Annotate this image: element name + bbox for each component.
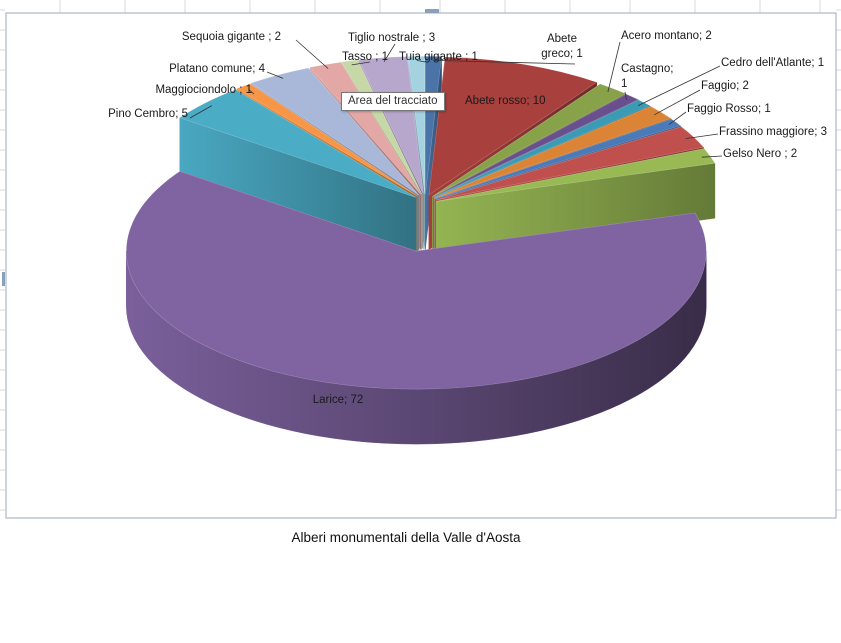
pie-slice-platano-comune[interactable] (250, 67, 420, 196)
data-label-faggio: Faggio; 2 (701, 80, 749, 92)
pie-slice-tiglio-nostrale[interactable] (358, 56, 424, 195)
data-label-line: Platano comune; 4 (169, 63, 266, 75)
data-labels: Abete greco; 1 Abete rosso; 10 Acero montan… (108, 30, 827, 406)
data-label-line: Tuia gigante ; 1 (399, 51, 478, 63)
leader-line (624, 91, 627, 100)
chart-area-border (5, 12, 837, 519)
data-label-tuia-gigante: Tuia gigante ; 1 (399, 51, 478, 63)
data-label-tiglio-nostrale: Tiglio nostrale ; 3 (348, 32, 435, 44)
data-label-sequoia-gigante: Sequoia gigante ; 2 (182, 31, 281, 43)
pie-slice-abete-greco[interactable] (425, 55, 442, 195)
spreadsheet-grid (0, 0, 841, 511)
leader-line (433, 60, 576, 65)
data-label-cedro-dell-atlante: Cedro dell'Atlante; 1 (721, 57, 824, 69)
leader-line (654, 89, 701, 116)
data-label-line: Abete (547, 33, 577, 45)
data-label-platano-comune: Platano comune; 4 (169, 63, 266, 75)
pie-tops (126, 55, 716, 390)
leader-line (383, 43, 396, 63)
resize-handle-left[interactable] (2, 272, 5, 286)
pie-slice-sequoia-gigante[interactable] (309, 61, 422, 196)
data-label-line: greco; 1 (541, 48, 583, 60)
data-label-faggio-rosso: Faggio Rosso; 1 (687, 103, 771, 115)
data-label-line: Tiglio nostrale ; 3 (348, 32, 435, 44)
resize-handle-top[interactable] (425, 9, 439, 13)
leader-line (637, 65, 721, 106)
data-label-line: Abete rosso; 10 (465, 95, 546, 107)
leader-line (266, 71, 284, 79)
pie-slice-frassino-maggiore[interactable] (435, 126, 705, 201)
data-label-line: 1 (621, 78, 627, 90)
data-label-line: Gelso Nero ; 2 (723, 148, 797, 160)
data-label-abete-greco: Abete greco; 1 (541, 33, 583, 60)
pie-slice-larice[interactable] (126, 170, 707, 390)
pie-slice-tuia-gigante[interactable] (408, 55, 425, 195)
data-label-line: Frassino maggiore; 3 (719, 126, 827, 138)
data-label-line: Cedro dell'Atlante; 1 (721, 57, 824, 69)
label-leaders (189, 39, 723, 158)
leader-line (416, 60, 426, 63)
data-label-line: Acero montano; 2 (621, 30, 712, 42)
data-label-frassino-maggiore: Frassino maggiore; 3 (719, 126, 827, 138)
pie-slice-gelso-nero[interactable] (436, 148, 716, 202)
pie-slice-faggio-rosso[interactable] (434, 118, 682, 200)
data-label-gelso-nero: Gelso Nero ; 2 (723, 148, 797, 160)
data-label-acero-montano: Acero montano; 2 (621, 30, 712, 42)
leader-line (351, 61, 371, 66)
pie-slice-abete-rosso[interactable] (428, 56, 598, 196)
leader-line (248, 89, 255, 95)
chart-tooltip: Area del tracciato (341, 92, 445, 111)
leader-line (295, 39, 329, 69)
pie-slice-maggiociondolo[interactable] (236, 83, 418, 197)
data-label-line: Tasso ; 1 (342, 51, 388, 63)
data-label-larice: Larice; 72 (313, 394, 364, 406)
pie-slice-castagno[interactable] (433, 93, 639, 198)
data-label-tasso: Tasso ; 1 (342, 51, 388, 63)
chart-title: Alberi monumentali della Valle d'Aosta (292, 530, 521, 545)
side-shade (436, 163, 715, 257)
data-label-line: Pino Cembro; 5 (108, 108, 188, 120)
pie-slice-pino-cembro[interactable] (179, 89, 417, 198)
leader-line (189, 105, 213, 119)
data-label-line: Castagno; (621, 63, 673, 75)
data-label-line: Sequoia gigante ; 2 (182, 31, 281, 43)
data-label-line: Maggiociondolo ; 1 (155, 84, 252, 96)
data-label-pino-cembro: Pino Cembro; 5 (108, 108, 188, 120)
data-label-line: Faggio; 2 (701, 80, 749, 92)
pie-slice-faggio[interactable] (434, 105, 672, 199)
leader-line (607, 41, 621, 92)
data-label-castagno: Castagno; 1 (621, 63, 673, 90)
leader-line (685, 133, 719, 139)
data-label-maggiociondolo: Maggiociondolo ; 1 (155, 84, 252, 96)
data-label-abete-rosso: Abete rosso; 10 (465, 95, 546, 107)
leader-line (668, 111, 687, 125)
side-shade (179, 117, 417, 253)
data-label-line: Faggio Rosso; 1 (687, 103, 771, 115)
leader-line (701, 155, 723, 158)
side-shade (126, 251, 707, 445)
data-label-line: Larice; 72 (313, 394, 364, 406)
